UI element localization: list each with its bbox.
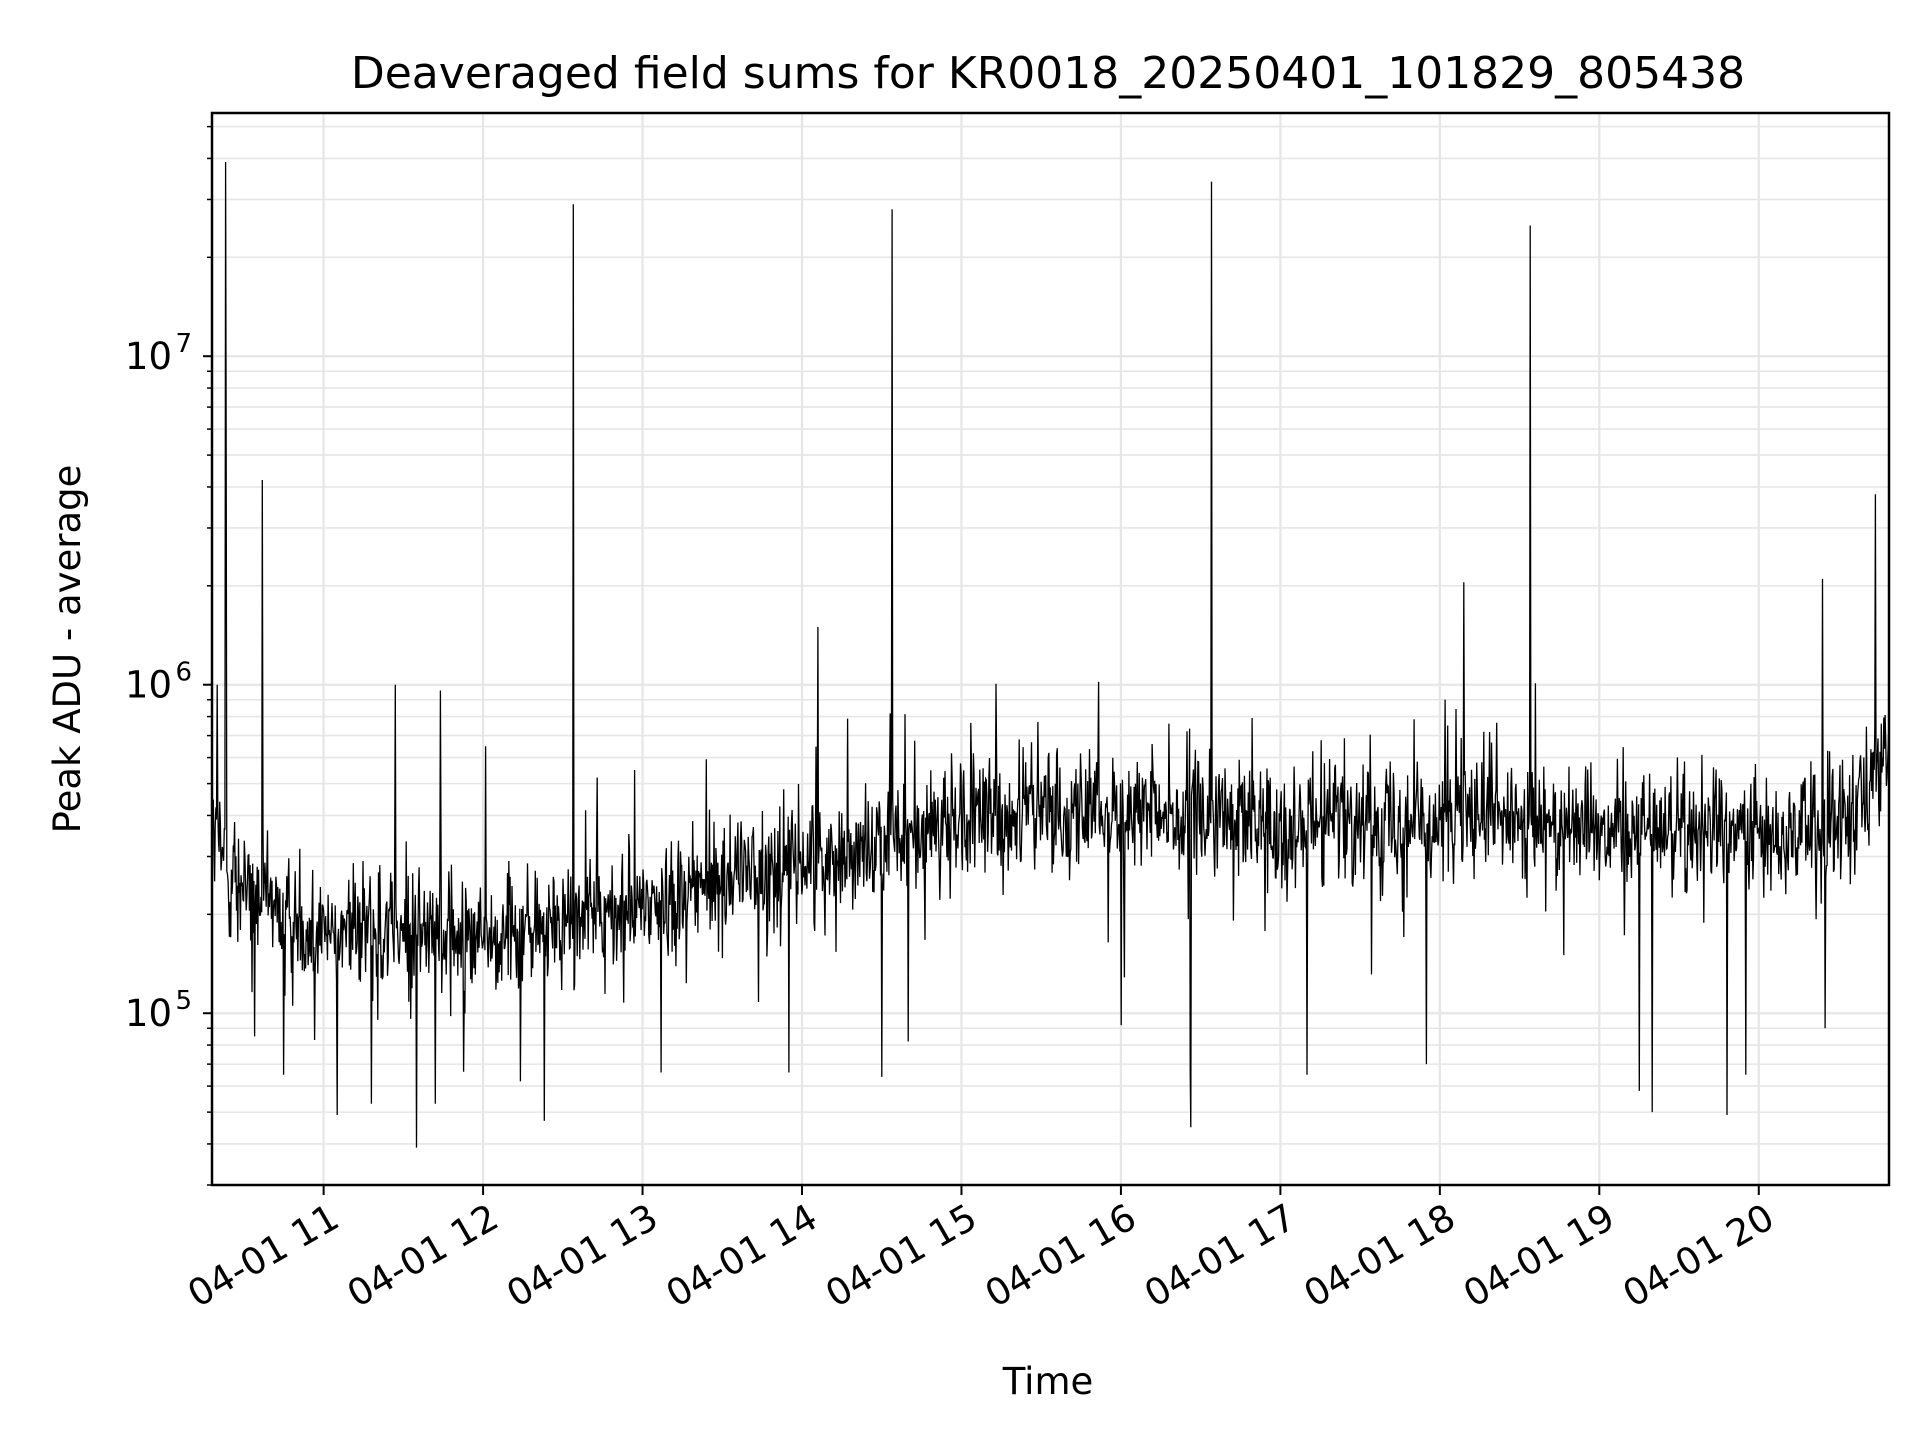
series-line bbox=[211, 161, 1890, 1148]
y-tick-label: 10 bbox=[125, 335, 172, 378]
x-axis-label: Time bbox=[1002, 1360, 1094, 1403]
chart-title: Deaveraged field sums for KR0018_2025040… bbox=[351, 48, 1745, 99]
y-tick-label: 10 bbox=[125, 992, 172, 1035]
y-tick-label-exponent: 5 bbox=[175, 986, 192, 1016]
plot-frame bbox=[210, 111, 1891, 1187]
series-peak-adu bbox=[211, 161, 1890, 1148]
y-tick-label-exponent: 6 bbox=[175, 658, 192, 688]
y-axis-label: Peak ADU - average bbox=[46, 465, 89, 834]
y-tick-label: 10 bbox=[125, 664, 172, 707]
y-tick-label-exponent: 7 bbox=[175, 329, 192, 359]
